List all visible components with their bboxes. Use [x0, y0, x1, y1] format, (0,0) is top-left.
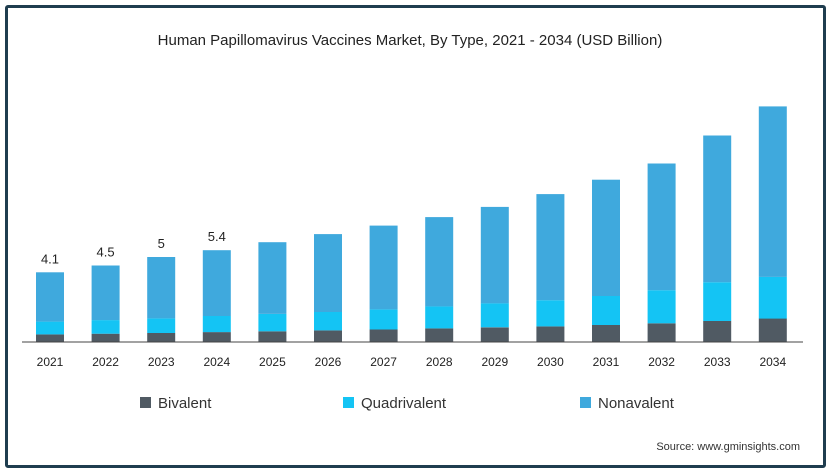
bar-quadrivalent-2031 — [592, 295, 620, 325]
bar-bivalent-2029 — [480, 327, 509, 342]
bar-nonavalent-2022 — [91, 265, 120, 321]
bars-layer — [36, 106, 787, 343]
x-tick-label-2029: 2029 — [481, 355, 508, 369]
legend-item-nonavalent: Nonavalent — [580, 395, 675, 412]
x-tick-label-2028: 2028 — [426, 355, 453, 369]
x-tick-label-2033: 2033 — [704, 355, 731, 369]
bar-quadrivalent-2027 — [369, 309, 398, 330]
data-label-2024: 5.4 — [208, 229, 226, 244]
data-label-2022: 4.5 — [97, 245, 115, 260]
data-labels: 4.1 4.5 5 5.4 — [41, 229, 226, 266]
legend-label-bivalent: Bivalent — [158, 395, 212, 412]
bar-nonavalent-2024 — [202, 250, 231, 316]
bar-bivalent-2034 — [758, 318, 787, 342]
bar-bivalent-2026 — [314, 330, 342, 342]
data-label-2021: 4.1 — [41, 251, 59, 266]
bar-quadrivalent-2030 — [536, 300, 565, 327]
bar-quadrivalent-2021 — [36, 321, 64, 335]
x-tick-label-2024: 2024 — [203, 355, 230, 369]
x-tick-label-2021: 2021 — [37, 355, 64, 369]
x-tick-labels: 2021 2022 2023 2024 2025 2026 2027 2028 2029 2030… — [37, 355, 787, 369]
bar-nonavalent-2030 — [536, 194, 565, 301]
bar-bivalent-2033 — [703, 320, 732, 342]
bar-nonavalent-2034 — [758, 106, 787, 277]
x-tick-label-2025: 2025 — [259, 355, 286, 369]
x-tick-label-2034: 2034 — [759, 355, 786, 369]
chart-frame — [5, 5, 826, 468]
legend-label-quadrivalent: Quadrivalent — [361, 395, 447, 412]
bar-quadrivalent-2026 — [314, 311, 342, 331]
bar-nonavalent-2025 — [258, 242, 287, 314]
legend-swatch-bivalent — [140, 397, 151, 408]
bar-bivalent-2023 — [147, 333, 176, 342]
legend-swatch-quadrivalent — [343, 397, 354, 408]
legend-item-quadrivalent: Quadrivalent — [343, 395, 447, 412]
legend-item-bivalent: Bivalent — [140, 395, 212, 412]
bar-bivalent-2028 — [425, 328, 454, 342]
x-tick-label-2026: 2026 — [315, 355, 342, 369]
bar-bivalent-2021 — [36, 334, 64, 343]
bar-quadrivalent-2024 — [202, 316, 231, 333]
bar-quadrivalent-2023 — [147, 318, 176, 333]
x-tick-label-2031: 2031 — [593, 355, 620, 369]
bar-quadrivalent-2034 — [758, 276, 787, 319]
bar-quadrivalent-2022 — [91, 320, 120, 334]
bar-bivalent-2025 — [258, 331, 287, 342]
bar-quadrivalent-2033 — [703, 282, 732, 321]
bar-bivalent-2027 — [369, 329, 398, 342]
bar-quadrivalent-2028 — [425, 306, 454, 329]
bar-nonavalent-2023 — [147, 257, 176, 319]
bar-bivalent-2030 — [536, 326, 565, 342]
bar-quadrivalent-2032 — [647, 290, 676, 324]
x-tick-label-2022: 2022 — [92, 355, 119, 369]
bar-quadrivalent-2025 — [258, 314, 287, 332]
bar-bivalent-2022 — [91, 333, 120, 342]
bar-bivalent-2031 — [592, 325, 620, 342]
legend: Bivalent Quadrivalent Nonavalent — [140, 395, 675, 412]
x-tick-label-2023: 2023 — [148, 355, 175, 369]
legend-swatch-nonavalent — [580, 397, 591, 408]
bar-nonavalent-2032 — [647, 163, 676, 291]
x-tick-label-2027: 2027 — [370, 355, 397, 369]
x-tick-label-2030: 2030 — [537, 355, 564, 369]
legend-label-nonavalent: Nonavalent — [598, 395, 675, 412]
bar-nonavalent-2028 — [425, 217, 454, 307]
bar-nonavalent-2021 — [36, 272, 64, 322]
source-note: Source: www.gminsights.com — [656, 441, 800, 453]
bar-nonavalent-2027 — [369, 225, 398, 310]
bar-nonavalent-2029 — [480, 206, 509, 304]
x-tick-label-2032: 2032 — [648, 355, 675, 369]
chart-title: Human Papillomavirus Vaccines Market, By… — [158, 32, 663, 49]
bar-bivalent-2032 — [647, 323, 676, 342]
bar-nonavalent-2033 — [703, 135, 732, 283]
bar-bivalent-2024 — [202, 332, 231, 342]
data-label-2023: 5 — [158, 236, 165, 251]
bar-nonavalent-2026 — [314, 234, 342, 312]
bar-quadrivalent-2029 — [480, 303, 509, 328]
bar-nonavalent-2031 — [592, 179, 620, 296]
